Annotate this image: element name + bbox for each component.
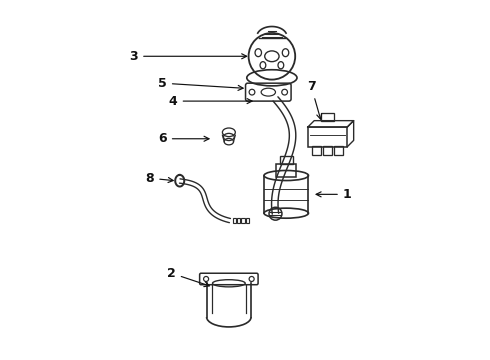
- Bar: [321, 113, 334, 121]
- Text: 2: 2: [167, 267, 209, 287]
- Bar: [280, 156, 293, 164]
- Bar: [245, 218, 249, 223]
- Bar: [323, 146, 332, 155]
- Text: 3: 3: [129, 50, 246, 63]
- Text: 4: 4: [169, 95, 252, 108]
- Text: 7: 7: [307, 80, 321, 119]
- Bar: [233, 218, 236, 223]
- Bar: [237, 218, 240, 223]
- Text: 6: 6: [158, 132, 209, 145]
- Bar: [276, 164, 296, 177]
- Bar: [334, 146, 343, 155]
- Bar: [312, 146, 321, 155]
- Bar: [308, 127, 347, 147]
- Text: 8: 8: [146, 172, 173, 185]
- Text: 1: 1: [316, 188, 352, 201]
- Text: 5: 5: [158, 77, 243, 90]
- Bar: [242, 218, 245, 223]
